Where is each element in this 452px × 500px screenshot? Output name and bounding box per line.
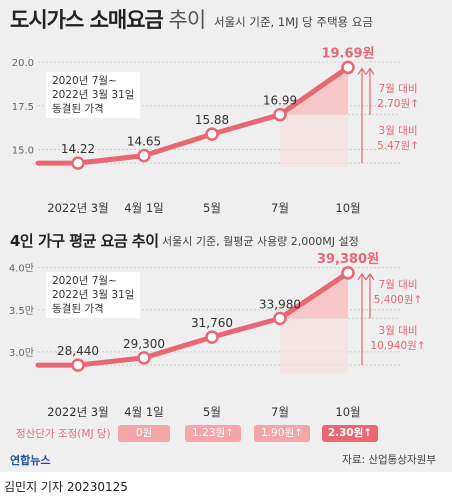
chart2-subtitle: 서울시 기준, 월평균 사용량 2,000MJ 설정 [162,235,359,248]
data-label: 14.65 [127,135,161,149]
data-label: 28,440 [57,344,99,358]
chart1-subtitle: 서울시 기준, 1MJ 당 주택용 요금 [214,15,373,29]
compare-label: 3월 대비 [379,125,418,137]
data-label: 31,760 [191,316,233,330]
y-tick-label: 3.0만 [9,347,34,359]
x-tick-label: 4월 1일 [124,405,163,419]
data-label: 14.22 [61,142,95,156]
data-point [71,156,85,170]
x-tick-label: 7월 [271,405,289,419]
byline: 김민지 기자 20230125 [4,480,128,494]
increase-area-lower [280,114,348,167]
data-point [341,60,355,75]
increase-area-lower [280,318,348,373]
x-tick-label: 10월 [335,201,360,215]
chart2-note-line: 동결된 가격 [52,303,104,315]
adjustment-pill: 1.90원↑ [254,425,310,442]
data-point [341,266,355,280]
x-tick-label: 5월 [203,405,221,419]
compare-label: 3월 대비 [379,325,418,337]
x-tick-label: 2022년 3월 [47,201,108,215]
chart1-svg: 15.0 17.5 20.0 14.22 14.65 15.88 16.99 19.69원 20… [12,46,419,215]
y-tick-label: 3.5만 [9,305,34,317]
infographic-card: 도시가스 소매요금 추이 서울시 기준, 1MJ 당 주택용 요금 15.0 17… [0,0,452,472]
chart2-note-line: 2020년 7월~ [52,275,117,287]
chart1-note-line: 2022년 3월 31일 [52,89,135,101]
compare-label: 5.47원↑ [377,140,419,152]
adjustment-pill: 1.23원↑ [185,425,241,442]
compare-label: 5,400원↑ [374,294,423,306]
footer: 김민지 기자 20230125 [0,472,452,500]
data-label: 15.88 [195,113,229,127]
chart2-note-line: 2022년 3월 31일 [52,289,135,301]
arrow-head [365,272,375,281]
arrow-head [365,67,375,75]
chart1-note-line: 동결된 가격 [52,103,104,115]
chart2-svg: 3.0만 3.5만 4.0만 28,440 29,300 31,760 33,980 39,3… [9,252,426,419]
chart1-note-line: 2020년 7월~ [52,75,117,87]
y-tick-label: 17.5 [12,102,34,113]
chart1-freeze-note: 2020년 7월~ 2022년 3월 31일 동결된 가격 [46,72,141,118]
data-point [71,358,85,372]
data-label: 16.99 [263,94,297,108]
data-point [137,148,151,163]
data-label: 29,300 [123,337,165,351]
y-tick-label: 4.0만 [9,263,34,275]
chart2-title: 4인 가구 평균 요금 추이 [10,232,159,250]
x-tick-label: 4월 1일 [124,201,163,215]
x-tick-label: 2022년 3월 [47,405,108,419]
data-label: 19.69원 [321,46,374,61]
adjustment-label: 정산단가 조정(MJ 당) [16,428,111,440]
data-label: 33,980 [259,297,301,311]
chart2-freeze-note: 2020년 7월~ 2022년 3월 31일 동결된 가격 [46,272,141,318]
x-tick-label: 5월 [203,201,221,215]
chart1-title: 도시가스 소매요금 추이 [10,8,206,32]
data-point [205,127,219,141]
compare-label: 10,940원↑ [370,340,425,352]
adjustment-pill: 2.30원↑ [322,425,378,442]
arrow-head [357,272,367,281]
data-point [137,351,151,365]
data-label: 39,380원 [317,252,379,267]
x-tick-label: 10월 [335,405,360,419]
adjustment-row: 정산단가 조정(MJ 당) 0원 1.23원↑ 1.90원↑ 2.30원↑ [0,424,452,444]
data-point [205,330,219,344]
compare-label: 2.70원↑ [377,98,419,110]
arrow-head [357,67,367,75]
compare-label: 7월 대비 [379,279,418,291]
yonhap-logo: 연합뉴스 [10,454,51,467]
y-tick-label: 20.0 [12,58,34,69]
data-point [273,311,287,326]
data-point [273,107,287,122]
x-tick-label: 7월 [271,201,289,215]
adjustment-pill: 0원 [118,425,170,442]
compare-label: 7월 대비 [379,83,418,95]
source-note: 자료: 산업통상자원부 [342,454,436,466]
y-tick-label: 15.0 [12,146,34,157]
